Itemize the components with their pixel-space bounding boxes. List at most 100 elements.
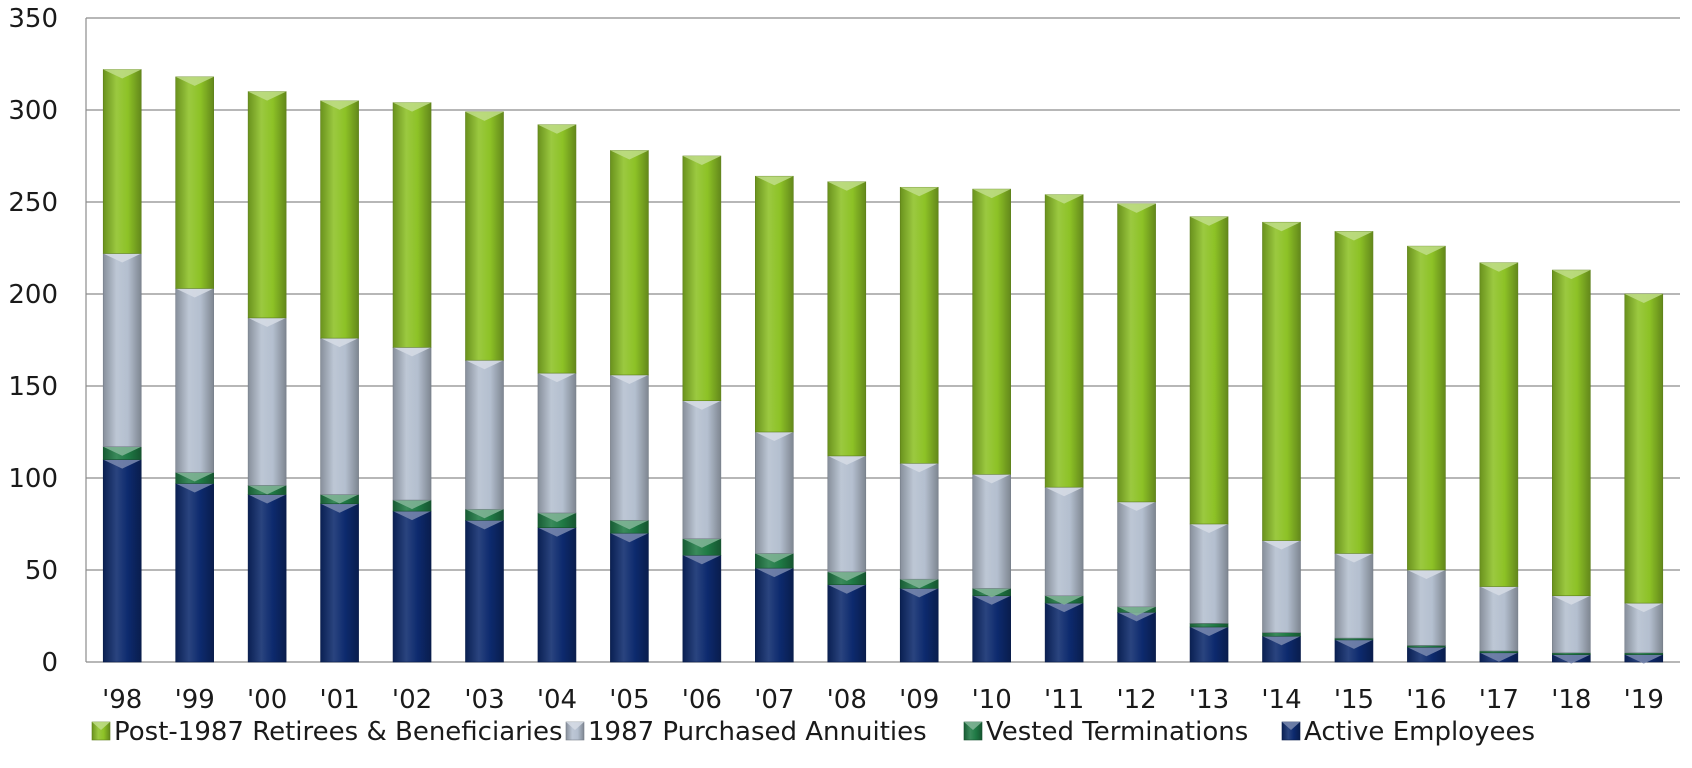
bar-segment bbox=[537, 124, 577, 374]
bar-segment bbox=[247, 494, 287, 663]
y-tick-label: 50 bbox=[25, 556, 58, 586]
x-tick-label: '16 bbox=[1406, 685, 1446, 715]
x-tick-label: '08 bbox=[827, 685, 867, 715]
bar-segment-bevel bbox=[900, 588, 939, 598]
bar-segment-bevel bbox=[972, 189, 1011, 199]
y-tick-label: 250 bbox=[8, 188, 58, 218]
bar-segment-bevel bbox=[393, 102, 432, 112]
bar-segment bbox=[1262, 632, 1301, 637]
bar-segment bbox=[102, 459, 142, 663]
bar-stack bbox=[899, 186, 939, 663]
y-tick-label: 150 bbox=[8, 372, 58, 402]
bar-segment-bevel bbox=[103, 446, 142, 456]
bar-segment bbox=[1189, 623, 1229, 628]
x-tick-label: '02 bbox=[392, 685, 432, 715]
bar-segment-bevel bbox=[1624, 603, 1663, 613]
y-tick-label: 350 bbox=[8, 4, 58, 34]
bar-segment-bevel bbox=[1117, 606, 1156, 616]
legend-item: Vested Terminations bbox=[963, 717, 1248, 747]
bar-stack bbox=[610, 150, 649, 663]
bar-segment bbox=[102, 253, 142, 448]
bar-segment bbox=[392, 102, 432, 348]
x-tick-label: '17 bbox=[1479, 685, 1519, 715]
bar-segment bbox=[972, 474, 1011, 589]
legend-label: 1987 Purchased Annuities bbox=[588, 717, 927, 747]
bar-segment bbox=[465, 111, 504, 361]
bar-segment-bevel bbox=[682, 555, 721, 565]
bar-stack bbox=[247, 91, 287, 663]
legend-item: 1987 Purchased Annuities bbox=[565, 717, 927, 747]
bar-stack bbox=[1044, 194, 1084, 663]
bar-segment-bevel bbox=[1262, 222, 1301, 232]
bar-segment bbox=[1552, 595, 1591, 654]
bar-segment bbox=[610, 150, 649, 376]
legend-item: Active Employees bbox=[1281, 717, 1535, 747]
bar-segment bbox=[1189, 523, 1229, 624]
bar-segment-bevel bbox=[248, 91, 287, 101]
bar-segment-bevel bbox=[537, 124, 576, 134]
bar-segment bbox=[610, 532, 649, 663]
bar-segment-bevel bbox=[900, 187, 939, 197]
bar-segment bbox=[1262, 540, 1301, 633]
bar-segment bbox=[1334, 231, 1374, 554]
bar-stack bbox=[1117, 203, 1156, 663]
bar-segment-bevel bbox=[1334, 639, 1373, 649]
legend-label: Active Employees bbox=[1304, 717, 1535, 747]
bar-segment bbox=[320, 100, 359, 339]
bar-segment bbox=[392, 510, 432, 663]
x-tick-label: '09 bbox=[899, 685, 939, 715]
bar-segment-bevel bbox=[610, 374, 649, 384]
bar-stack bbox=[320, 100, 359, 663]
bar-segment-bevel bbox=[1045, 194, 1084, 204]
bar-segment-bevel bbox=[682, 156, 721, 165]
bar-segment-bevel bbox=[465, 520, 504, 530]
bar-segment-bevel bbox=[320, 100, 359, 110]
bar-segment-bevel bbox=[537, 527, 576, 537]
x-tick-label: '03 bbox=[464, 685, 504, 715]
legend-swatch-bevel bbox=[964, 722, 982, 730]
bar-segment-bevel bbox=[1045, 487, 1084, 497]
bar-segment-bevel bbox=[1117, 612, 1156, 622]
y-axis-ticks: 0 50 100 150 200 250 300 350 bbox=[8, 4, 58, 678]
bar-segment bbox=[465, 520, 504, 663]
bar-segment bbox=[175, 483, 214, 663]
bar-segment bbox=[827, 584, 867, 663]
bar-segment-bevel bbox=[1624, 654, 1663, 664]
bar-segment-bevel bbox=[103, 459, 142, 469]
bar-stack bbox=[175, 76, 214, 663]
bar-segment-bevel bbox=[900, 579, 939, 589]
bar-segment-bevel bbox=[248, 485, 287, 495]
x-tick-label: '06 bbox=[682, 685, 722, 715]
bar-segment-bevel bbox=[755, 568, 794, 578]
x-tick-label: '13 bbox=[1189, 685, 1229, 715]
bar-segment bbox=[465, 359, 504, 510]
bar-segment-bevel bbox=[1334, 553, 1373, 563]
bar-stack bbox=[1262, 221, 1301, 663]
bar-segment-bevel bbox=[755, 553, 794, 563]
bar-segment-bevel bbox=[827, 571, 866, 581]
bar-segment bbox=[1407, 245, 1446, 571]
bar-segment-bevel bbox=[1045, 603, 1084, 613]
bar-segment-bevel bbox=[972, 474, 1011, 484]
bar-segment-bevel bbox=[1045, 595, 1084, 605]
bar-segment bbox=[1044, 602, 1084, 663]
bar-segment bbox=[755, 567, 794, 663]
legend-label: Post-1987 Retirees & Beneficiaries bbox=[114, 717, 563, 747]
bar-segment bbox=[1407, 569, 1446, 646]
x-tick-label: '14 bbox=[1261, 685, 1301, 715]
bar-segment-bevel bbox=[1479, 262, 1518, 272]
bar-segment-bevel bbox=[900, 463, 939, 473]
bar-segment-bevel bbox=[1190, 216, 1229, 226]
bar-stack bbox=[1189, 216, 1229, 663]
bar-segment-bevel bbox=[175, 483, 214, 493]
bar-segment-bevel bbox=[320, 338, 359, 348]
x-tick-label: '07 bbox=[754, 685, 794, 715]
bar-stack bbox=[682, 155, 722, 663]
bar-segment bbox=[1044, 486, 1084, 597]
x-tick-label: '05 bbox=[609, 685, 649, 715]
bar-segment-bevel bbox=[393, 511, 432, 521]
bar-stack bbox=[1407, 245, 1446, 663]
bar-stack bbox=[755, 175, 794, 663]
